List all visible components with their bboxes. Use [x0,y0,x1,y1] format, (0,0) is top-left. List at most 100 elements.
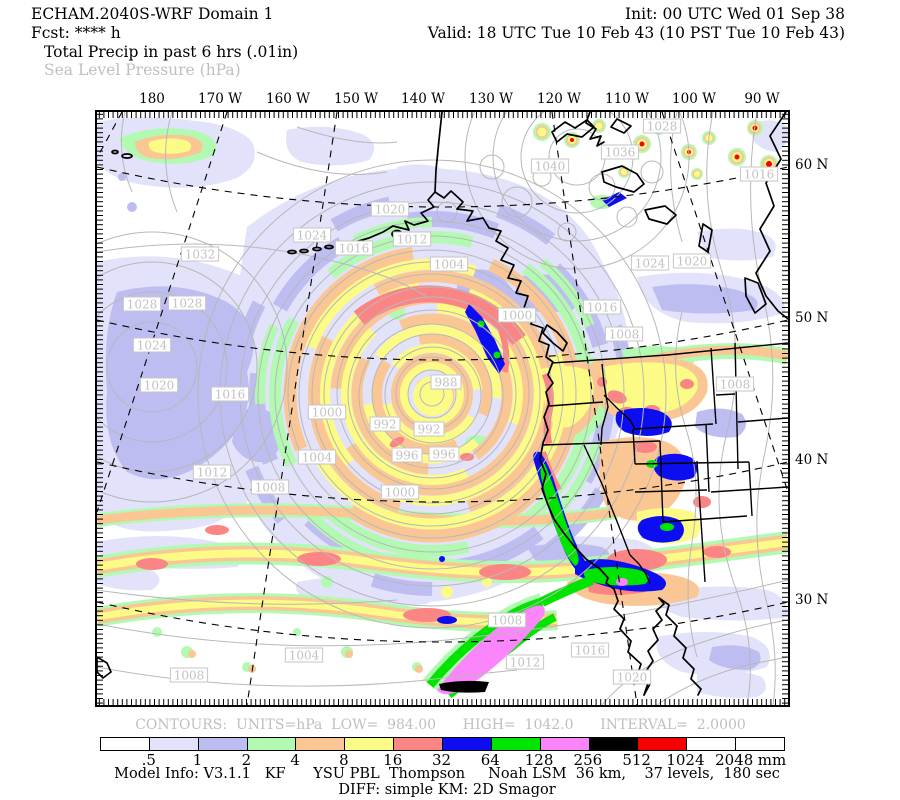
contours-info-line: CONTOURS: UNITS=hPa LOW= 984.00 HIGH= 10… [135,717,746,733]
colorbar-boundary-label: 4 [290,751,300,769]
colorbar-boundary-label: .5 [141,751,156,769]
lon-tick-label: 90 W [744,91,780,107]
svg-text:1012: 1012 [197,466,228,480]
svg-text:1008: 1008 [492,614,523,628]
colorbar-cell [198,738,248,750]
model-domain-title: ECHAM.2040S-WRF Domain 1 [31,5,274,23]
field-title: Total Precip in past 6 hrs (.01in) [44,43,299,61]
pressure-contours [97,112,788,705]
colorbar-cell [149,738,199,750]
svg-text:996: 996 [396,449,419,463]
precip-layer [97,117,788,699]
colorbar-boundary-label: 256 [573,751,603,769]
lon-tick-label: 170 W [198,91,242,107]
svg-text:1020: 1020 [677,255,708,269]
svg-text:1016: 1016 [575,644,606,658]
svg-text:1004: 1004 [434,258,465,272]
svg-text:992: 992 [418,423,441,437]
lon-tick-label: 140 W [401,91,445,107]
colorbar-unit-label: mm [757,751,787,769]
field-overlay-title: Sea Level Pressure (hPa) [44,61,241,79]
lon-tick-label: 130 W [469,91,513,107]
svg-text:1016: 1016 [744,168,775,182]
svg-text:1040: 1040 [535,160,566,174]
latitude-axis-labels: 60 N 50 N 40 N 30 N [795,110,855,703]
colorbar-boundary-label: 2048 [715,751,754,769]
lon-tick-label: 160 W [266,91,310,107]
svg-text:1016: 1016 [339,242,370,256]
map-frame: 1028 1036 1040 1016 1024 1020 1020 1024 1016 1012… [95,110,790,707]
coastlines [97,112,788,696]
colorbar-cell [247,738,297,750]
precip-colorbar [100,737,785,751]
lon-tick-label: 150 W [334,91,378,107]
colorbar-cell [736,738,785,750]
colorbar-cell [101,738,150,750]
forecast-hour: Fcst: **** h [31,24,121,42]
state-borders [542,342,788,585]
svg-text:1012: 1012 [510,656,541,670]
lon-tick-label: 120 W [537,91,581,107]
svg-text:1000: 1000 [502,309,533,323]
colorbar-cell [491,738,541,750]
colorbar-boundary-label: 32 [431,751,452,769]
graticule [97,112,788,705]
svg-text:992: 992 [374,418,397,432]
lon-tick-label: 180 [139,91,165,107]
svg-text:1024: 1024 [635,257,666,271]
colorbar-boundary-label: 8 [339,751,349,769]
svg-text:996: 996 [433,448,456,462]
colorbar-cell [589,738,639,750]
svg-text:1008: 1008 [720,378,751,392]
svg-text:1012: 1012 [397,233,428,247]
diff-line: DIFF: simple KM: 2D Smagor [338,782,556,798]
lon-tick-label: 110 W [605,91,649,107]
colorbar-boundary-label: 2 [241,751,252,769]
svg-text:1008: 1008 [609,328,640,342]
colorbar-cell [296,738,346,750]
lat-tick-label: 50 N [795,310,829,326]
model-info-line: Model Info: V3.1.1 KF YSU PBL Thompson N… [114,766,780,782]
svg-text:1008: 1008 [255,481,286,495]
svg-text:1036: 1036 [605,146,636,160]
colorbar-boundary-label: 1 [192,751,203,769]
svg-text:1020: 1020 [617,671,648,685]
init-time: Init: 00 UTC Wed 01 Sep 38 [625,5,845,23]
svg-text:1016: 1016 [587,301,618,315]
svg-text:1032: 1032 [185,248,216,262]
colorbar-cell [345,738,395,750]
svg-text:1024: 1024 [297,229,328,243]
colorbar-boundary-label: 64 [480,751,500,769]
svg-text:1028: 1028 [647,120,678,134]
colorbar-cell [394,738,444,750]
svg-text:1004: 1004 [289,649,320,663]
lat-tick-label: 40 N [795,452,829,468]
colorbar-labels: .5 1 2 4 8 16 32 64 128 256 512 1024 2048 mm [0,751,900,769]
svg-text:1020: 1020 [375,203,406,217]
tick-marks [97,112,788,705]
lat-tick-label: 60 N [795,157,829,173]
svg-text:1028: 1028 [172,297,203,311]
svg-text:1004: 1004 [302,451,333,465]
svg-text:988: 988 [435,376,458,390]
colorbar-cell [443,738,492,750]
svg-text:1000: 1000 [385,486,416,500]
svg-text:1008: 1008 [174,669,205,683]
svg-text:1020: 1020 [144,379,175,393]
contour-labels-layer: 1028 1036 1040 1016 1024 1020 1020 1024 1016 1012… [122,118,779,685]
svg-text:1028: 1028 [127,298,158,312]
valid-time: Valid: 18 UTC Tue 10 Feb 43 (10 PST Tue … [427,24,845,42]
colorbar-boundary-label: 1024 [666,751,705,769]
weather-map: 1028 1036 1040 1016 1024 1020 1020 1024 1016 1012… [97,112,788,705]
longitude-axis-labels: 180 170 W 160 W 150 W 140 W 130 W 120 W 110 W 10… [95,91,786,107]
colorbar-cell [540,738,590,750]
lon-tick-label: 100 W [672,91,716,107]
colorbar-cell [687,738,737,750]
svg-text:1000: 1000 [312,406,343,420]
colorbar-cell [638,738,688,750]
svg-text:1016: 1016 [215,388,246,402]
lat-tick-label: 30 N [795,592,829,608]
svg-text:1024: 1024 [137,339,168,353]
colorbar-boundary-label: 512 [622,751,651,769]
